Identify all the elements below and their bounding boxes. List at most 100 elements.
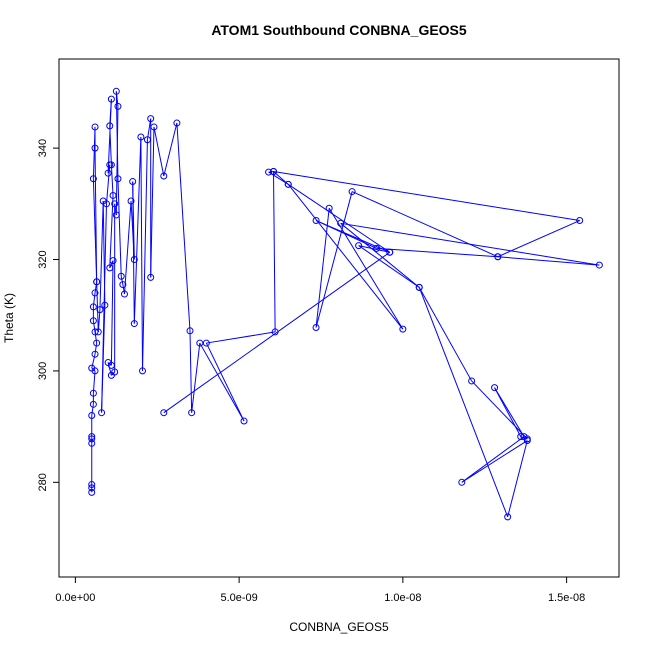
data-point [127, 197, 135, 205]
data-point [270, 168, 278, 176]
data-point [91, 144, 99, 152]
data-point [595, 261, 603, 269]
data-point [129, 178, 137, 186]
data-point [109, 257, 117, 265]
series-segment [91, 404, 94, 416]
y-tick-label: 300 [37, 362, 49, 380]
series-segment [109, 125, 112, 165]
series-segment [494, 387, 522, 437]
plot-frame [58, 58, 620, 578]
data-point [112, 87, 120, 95]
series-segment [105, 164, 111, 204]
data-point [186, 327, 194, 335]
x-tick-label: 1.0e-08 [384, 592, 421, 604]
series-segment [189, 330, 193, 413]
x-tick-label: 5.0e-09 [220, 592, 257, 604]
data-point [265, 168, 273, 176]
data-point [107, 95, 115, 103]
data-point [102, 200, 110, 208]
data-point [119, 281, 127, 289]
series-segment [315, 191, 353, 328]
data-point [114, 102, 122, 110]
data-point [150, 123, 158, 131]
series-segment [111, 371, 116, 376]
data-point [91, 289, 99, 297]
data-point [112, 211, 120, 219]
series-segment [418, 287, 473, 382]
data-point [91, 350, 99, 358]
y-tick-label: 280 [37, 473, 49, 491]
data-point [104, 169, 112, 177]
data-point [88, 488, 96, 496]
series-segment [191, 343, 201, 413]
data-point [88, 435, 96, 443]
series-segment [146, 118, 152, 140]
series-segment [94, 342, 98, 355]
data-point [196, 339, 204, 347]
series-segment [287, 184, 404, 330]
data-point [504, 513, 512, 521]
data-point [114, 175, 122, 183]
series-segment [123, 200, 132, 295]
series-segment [109, 195, 114, 268]
data-point [240, 417, 248, 425]
series-segment [315, 220, 377, 249]
series-segment [133, 136, 142, 324]
data-point [373, 244, 381, 252]
data-point [89, 303, 97, 311]
data-point [284, 180, 292, 188]
data-point [147, 115, 155, 123]
data-point [271, 328, 279, 336]
x-tick-label: 0.0e+00 [55, 592, 95, 604]
data-point [120, 290, 128, 298]
series-segment [94, 148, 98, 282]
data-point [88, 481, 96, 489]
data-point [89, 400, 97, 408]
data-point [117, 272, 125, 280]
series-segment [376, 247, 498, 258]
data-point [88, 433, 96, 441]
chart-title: ATOM1 Southbound CONBNA_GEOS5 [211, 22, 467, 38]
series-segment [497, 256, 600, 266]
data-point [96, 306, 104, 314]
data-point [109, 191, 117, 199]
data-point [93, 278, 101, 286]
series-segment [199, 342, 245, 422]
data-point [173, 119, 181, 127]
data-point [137, 133, 145, 141]
data-point [494, 253, 502, 261]
series-segment [99, 201, 104, 310]
data-point [458, 478, 466, 486]
series-segment [110, 260, 114, 366]
data-point [91, 123, 99, 131]
series-segment [507, 440, 528, 517]
data-point [101, 301, 109, 309]
data-point [88, 439, 96, 447]
data-point [104, 359, 112, 367]
data-point [399, 325, 407, 333]
series-lines [91, 91, 600, 518]
series-segment [176, 123, 191, 331]
data-point [468, 377, 476, 385]
data-point [111, 368, 119, 376]
series-segment [109, 260, 114, 269]
series-segment [315, 208, 330, 328]
data-point [147, 273, 155, 281]
y-tick-label: 320 [37, 250, 49, 268]
data-point [89, 175, 97, 183]
data-point [160, 172, 168, 180]
data-point [89, 317, 97, 325]
data-point [89, 389, 97, 397]
data-point [415, 283, 423, 291]
data-point [98, 409, 106, 417]
series-segment [163, 251, 391, 414]
series-segment [340, 222, 420, 288]
series-segment [92, 370, 96, 394]
data-point [325, 204, 333, 212]
y-tick-label: 340 [37, 139, 49, 157]
data-point [93, 339, 101, 347]
series-segment [94, 331, 98, 344]
data-point [91, 328, 99, 336]
data-point [337, 219, 345, 227]
